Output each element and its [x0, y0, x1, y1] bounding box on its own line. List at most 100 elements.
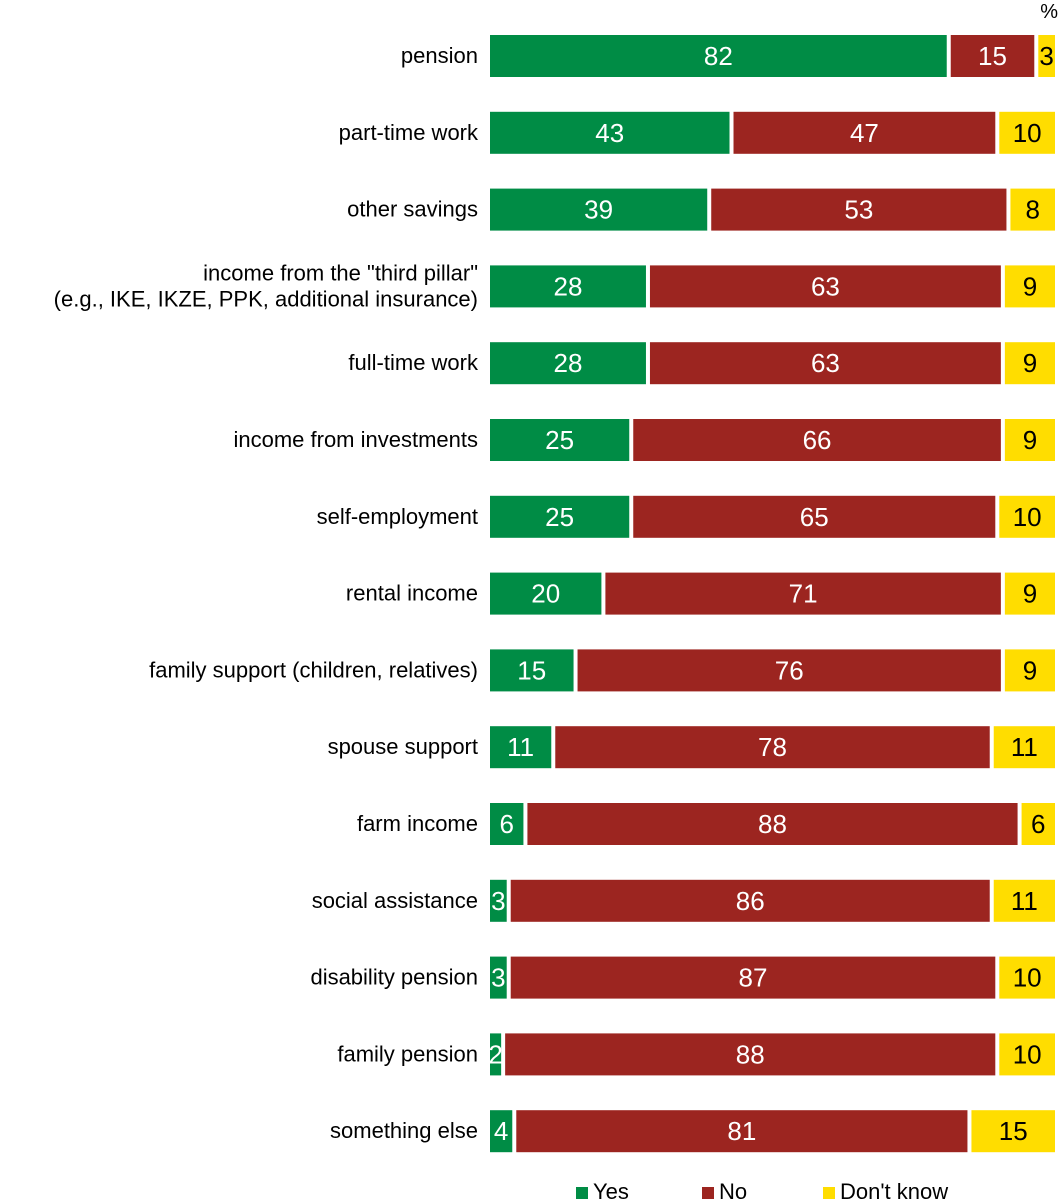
category-label: pension	[401, 43, 478, 68]
value-label-don-t-know: 9	[1023, 425, 1037, 455]
value-label-don-t-know: 9	[1023, 348, 1037, 378]
value-label-yes: 15	[517, 655, 546, 685]
value-label-yes: 39	[584, 195, 613, 225]
value-label-no: 76	[775, 655, 804, 685]
category-label: (e.g., IKE, IKZE, PPK, additional insura…	[54, 286, 478, 311]
bar-yes	[490, 265, 646, 308]
bar-no	[577, 649, 1001, 692]
value-label-don-t-know: 3	[1039, 41, 1053, 71]
value-label-don-t-know: 11	[1011, 732, 1038, 762]
value-label-don-t-know: 10	[1013, 1039, 1042, 1069]
bar-no	[505, 1033, 996, 1076]
category-label: part-time work	[339, 120, 479, 145]
bar-yes	[490, 495, 630, 538]
bar-don-t-know	[1004, 265, 1055, 308]
value-label-no: 15	[978, 41, 1007, 71]
category-label: spouse support	[328, 734, 478, 759]
value-label-no: 81	[727, 1116, 756, 1146]
bar-no	[649, 342, 1001, 385]
category-label: rental income	[346, 581, 478, 606]
value-label-yes: 43	[595, 118, 624, 148]
bar-no	[950, 35, 1035, 77]
bar-no	[649, 265, 1001, 308]
value-label-no: 66	[803, 425, 832, 455]
value-label-don-t-know: 15	[999, 1116, 1028, 1146]
bar-no	[510, 956, 996, 999]
value-label-yes: 82	[704, 41, 733, 71]
bar-no	[555, 726, 990, 769]
category-label: self-employment	[317, 504, 478, 529]
bar-no	[633, 419, 1001, 461]
value-label-don-t-know: 10	[1013, 963, 1042, 993]
legend-label-don-t-know: Don't know	[840, 1179, 948, 1202]
value-label-no: 88	[758, 809, 787, 839]
legend-label-yes: Yes	[593, 1179, 629, 1202]
bar-no	[527, 803, 1018, 845]
bar-yes	[490, 35, 947, 77]
legend-swatch-no	[702, 1187, 714, 1199]
bar-yes	[490, 956, 507, 999]
bar-don-t-know	[999, 111, 1055, 154]
category-label: other savings	[347, 197, 478, 222]
value-label-no: 88	[736, 1039, 765, 1069]
value-label-don-t-know: 9	[1023, 655, 1037, 685]
bar-don-t-know	[1010, 188, 1055, 231]
value-label-no: 63	[811, 271, 840, 301]
bar-don-t-know	[1038, 35, 1055, 77]
legend-label-no: No	[719, 1179, 747, 1202]
category-label: income from investments	[233, 427, 478, 452]
legend-swatch-don-t-know	[823, 1187, 835, 1199]
value-label-yes: 28	[554, 348, 583, 378]
bar-don-t-know	[993, 879, 1055, 922]
bar-don-t-know	[1021, 803, 1055, 845]
value-label-no: 87	[739, 963, 768, 993]
bar-yes	[490, 1110, 513, 1153]
bar-don-t-know	[999, 1033, 1055, 1076]
bar-yes	[490, 803, 524, 845]
value-label-yes: 4	[494, 1116, 508, 1146]
value-label-yes: 3	[491, 963, 505, 993]
bar-don-t-know	[1004, 572, 1055, 615]
value-label-no: 86	[736, 886, 765, 916]
bar-no	[633, 495, 996, 538]
category-label: full-time work	[348, 350, 479, 375]
bar-no	[510, 879, 990, 922]
bar-don-t-know	[999, 495, 1055, 538]
value-label-yes: 2	[488, 1039, 502, 1069]
category-label: social assistance	[312, 888, 478, 913]
bars	[490, 35, 1055, 1153]
value-label-no: 47	[850, 118, 879, 148]
category-label: income from the "third pillar"	[203, 260, 478, 285]
bar-don-t-know	[1004, 649, 1055, 692]
bar-yes	[490, 726, 552, 769]
value-label-yes: 25	[545, 425, 574, 455]
category-label: family support (children, relatives)	[149, 657, 478, 682]
value-label-yes: 20	[531, 579, 560, 609]
bar-don-t-know	[971, 1110, 1055, 1153]
category-label: disability pension	[310, 965, 478, 990]
category-label: farm income	[357, 811, 478, 836]
value-label-no: 78	[758, 732, 787, 762]
bar-don-t-know	[1004, 342, 1055, 385]
bar-yes	[490, 342, 646, 385]
bar-no	[711, 188, 1007, 231]
value-label-no: 65	[800, 502, 829, 532]
category-labels: pension part-time work other savings income…	[54, 43, 479, 1143]
value-label-no: 63	[811, 348, 840, 378]
value-label-don-t-know: 9	[1023, 579, 1037, 609]
value-label-don-t-know: 9	[1023, 271, 1037, 301]
bar-no	[516, 1110, 968, 1153]
unit-label: %	[1040, 1, 1058, 23]
value-label-don-t-know: 6	[1031, 809, 1045, 839]
legend-swatch-yes	[576, 1187, 588, 1199]
value-label-yes: 25	[545, 502, 574, 532]
legend: Yes No Don't know	[576, 1179, 948, 1202]
value-label-don-t-know: 10	[1013, 502, 1042, 532]
value-label-no: 71	[789, 579, 818, 609]
value-label-yes: 3	[491, 886, 505, 916]
value-label-yes: 6	[499, 809, 513, 839]
bar-don-t-know	[999, 956, 1055, 999]
bar-don-t-know	[993, 726, 1055, 769]
bar-yes	[490, 111, 730, 154]
